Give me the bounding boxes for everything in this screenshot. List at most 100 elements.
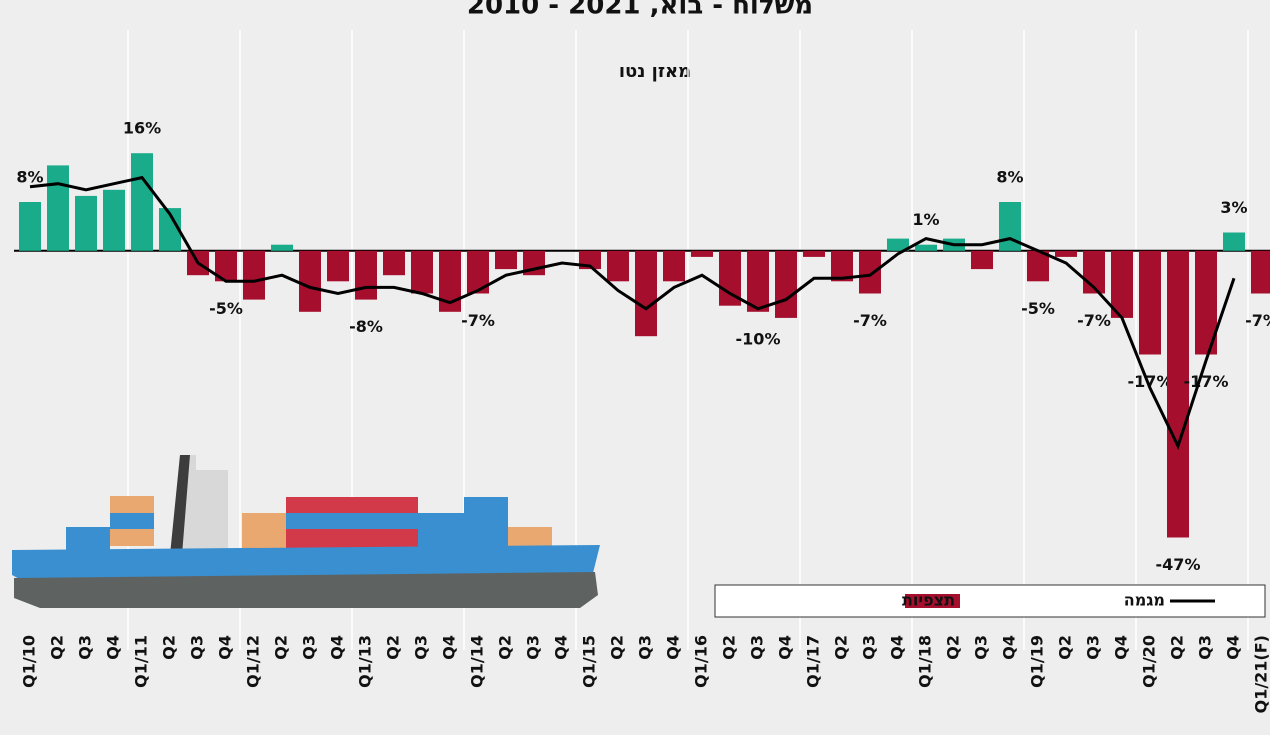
bar xyxy=(691,250,713,257)
bar xyxy=(971,250,993,270)
x-tick-label: Q1/11 xyxy=(132,635,151,688)
trend-line xyxy=(29,175,1236,451)
data-label: 8% xyxy=(16,168,43,187)
x-tick-label: Q3 xyxy=(1196,635,1215,660)
chart-subtitle: מאזן נטו xyxy=(619,61,691,82)
bar xyxy=(327,250,349,282)
x-tick-label: Q2 xyxy=(1056,635,1075,660)
x-tick-label: Q4 xyxy=(440,635,459,660)
data-label: 3% xyxy=(1220,198,1247,217)
x-tick-label: Q2 xyxy=(496,635,515,660)
bar xyxy=(607,250,629,282)
data-label: -17% xyxy=(1128,372,1173,391)
legend-swatch xyxy=(905,594,960,608)
bar xyxy=(775,250,797,318)
x-tick-label: Q1/20 xyxy=(1140,635,1159,688)
data-label: -17% xyxy=(1184,372,1229,391)
x-tick-label: Q1/17 xyxy=(804,635,823,688)
bar xyxy=(467,250,489,294)
plot: 8% 16% -5% -8% -7% -10% -7% 1% 8% -5% -7% -17% -47% -… xyxy=(14,119,1270,574)
container xyxy=(110,513,154,529)
bar xyxy=(131,153,153,251)
bar xyxy=(1167,250,1189,538)
bar xyxy=(663,250,685,282)
data-label: -7% xyxy=(461,311,495,330)
data-label: -47% xyxy=(1156,555,1201,574)
ship xyxy=(12,455,600,608)
x-tick-label: Q2 xyxy=(384,635,403,660)
x-tick-label: Q1/12 xyxy=(244,635,263,688)
x-tick-label: Q3 xyxy=(748,635,767,660)
bar xyxy=(1027,250,1049,282)
data-label: -8% xyxy=(349,317,383,336)
x-tick-label: Q2 xyxy=(48,635,67,660)
bar xyxy=(411,250,433,294)
x-tick-label: Q1/19 xyxy=(1028,635,1047,688)
bar xyxy=(215,250,237,282)
bar xyxy=(47,165,69,251)
data-label: -5% xyxy=(1021,299,1055,318)
bar xyxy=(159,208,181,251)
x-tick-label: Q4 xyxy=(776,635,795,660)
data-label: -10% xyxy=(736,329,781,348)
x-tick-label: Q4 xyxy=(664,635,683,660)
container xyxy=(286,513,418,529)
x-tick-label: Q2 xyxy=(944,635,963,660)
data-label: 8% xyxy=(996,168,1023,187)
data-label: -7% xyxy=(1077,311,1111,330)
x-tick-label: Q4 xyxy=(216,635,235,660)
bar xyxy=(271,244,293,251)
x-tick-label: Q2 xyxy=(272,635,291,660)
x-tick-label: Q1/10 xyxy=(20,635,39,688)
bar xyxy=(1055,250,1077,257)
x-tick-label: Q1/13 xyxy=(356,635,375,688)
x-tick-label: Q2 xyxy=(1168,635,1187,660)
x-tick-label: Q3 xyxy=(300,635,319,660)
x-tick-label: Q2 xyxy=(720,635,739,660)
x-tick-label: Q4 xyxy=(1224,635,1243,660)
x-tick-label: Q3 xyxy=(412,635,431,660)
x-tick-label: Q3 xyxy=(636,635,655,660)
x-tick-label: Q2 xyxy=(608,635,627,660)
legend-label: מגמה xyxy=(1124,591,1165,610)
bar xyxy=(1223,232,1245,251)
hull xyxy=(14,572,598,608)
x-tick-label: Q3 xyxy=(524,635,543,660)
x-tick-label: Q4 xyxy=(328,635,347,660)
x-tick-label: Q4 xyxy=(1112,635,1131,660)
x-tick-label: Q2 xyxy=(160,635,179,660)
x-tick-label: Q4 xyxy=(888,635,907,660)
x-tick-label: Q3 xyxy=(76,635,95,660)
bar xyxy=(19,202,41,251)
bar xyxy=(719,250,741,306)
bar xyxy=(915,244,937,251)
bar xyxy=(243,250,265,300)
bar xyxy=(495,250,517,270)
x-tick-label: Q4 xyxy=(104,635,123,660)
x-tick-label: Q1/15 xyxy=(580,635,599,688)
grid xyxy=(127,30,1249,650)
bar xyxy=(635,250,657,337)
bar xyxy=(299,250,321,312)
bar xyxy=(1195,250,1217,355)
x-tick-label: Q1/16 xyxy=(692,635,711,688)
funnel xyxy=(170,455,190,555)
bar xyxy=(1111,250,1133,318)
data-label: -5% xyxy=(209,299,243,318)
x-tick-label: Q3 xyxy=(188,635,207,660)
data-label: -7% xyxy=(1245,311,1270,330)
x-tick-label: Q4 xyxy=(1000,635,1019,660)
bar xyxy=(887,238,909,251)
bar xyxy=(439,250,461,312)
x-tick-label: Q1/21(F) xyxy=(1252,635,1270,713)
x-tick-label: Q4 xyxy=(552,635,571,660)
bar xyxy=(747,250,769,312)
bar xyxy=(1139,250,1161,355)
legend-label: תצפיות xyxy=(902,591,955,610)
bar xyxy=(355,250,377,300)
data-label: 16% xyxy=(123,119,161,138)
bar xyxy=(803,250,825,257)
bar xyxy=(1251,250,1270,294)
bar xyxy=(831,250,853,282)
